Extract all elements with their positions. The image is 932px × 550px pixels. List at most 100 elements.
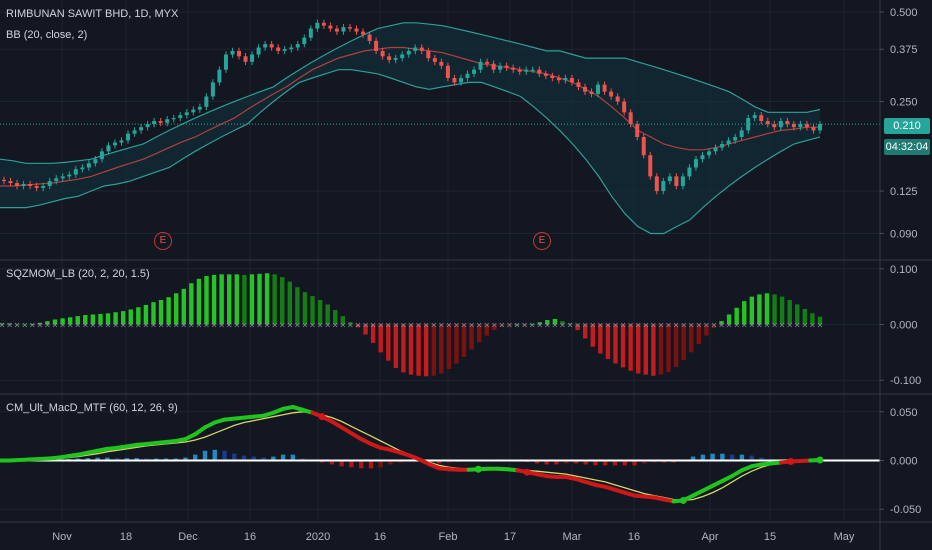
squeeze-dot: × xyxy=(324,321,331,330)
candle-body xyxy=(759,115,764,122)
candle-body xyxy=(243,56,248,62)
squeeze-dot: × xyxy=(453,321,460,330)
squeeze-dot: × xyxy=(90,321,97,330)
squeeze-legend[interactable]: SQZMOM_LB (20, 2, 20, 1.5) xyxy=(6,268,150,280)
squeeze-bar xyxy=(363,324,368,335)
candle-body xyxy=(112,142,117,146)
candle-body xyxy=(8,181,13,184)
candle-body xyxy=(746,118,751,131)
candle-body xyxy=(321,22,326,26)
squeeze-bar xyxy=(401,324,406,373)
squeeze-bar xyxy=(14,323,20,325)
squeeze-bar xyxy=(749,296,755,325)
macd-histogram-bar xyxy=(95,457,100,461)
squeeze-dot: × xyxy=(673,321,680,330)
candle-body xyxy=(413,47,418,51)
candle-body xyxy=(347,27,352,29)
squeeze-bar xyxy=(90,314,96,325)
squeeze-bar xyxy=(128,309,133,325)
squeeze-dot: × xyxy=(620,321,627,330)
earnings-marker[interactable]: E xyxy=(533,232,551,250)
squeeze-dot: × xyxy=(605,321,612,330)
squeeze-bar xyxy=(348,322,353,325)
squeeze-bar xyxy=(0,323,5,325)
squeeze-dot: × xyxy=(711,321,718,330)
candle-body xyxy=(693,159,698,168)
squeeze-bar xyxy=(734,307,739,325)
squeeze-dot: × xyxy=(438,321,445,330)
macd-histogram-bar xyxy=(339,460,344,467)
squeeze-dot: × xyxy=(112,321,119,330)
candle-body xyxy=(811,127,816,131)
candle-body xyxy=(250,54,255,62)
candle-body xyxy=(145,124,150,128)
squeeze-bar xyxy=(302,292,308,325)
macd-histogram-bar xyxy=(368,460,374,469)
macd-histogram-bar xyxy=(710,453,715,461)
symbol-legend[interactable]: RIMBUNAN SAWIT BHD, 1D, MYX xyxy=(6,8,179,20)
candle-body xyxy=(393,58,398,60)
macd-histogram-bar xyxy=(622,460,627,466)
squeeze-dot: × xyxy=(688,321,695,330)
candle-body xyxy=(139,127,144,131)
candle-body xyxy=(191,109,196,113)
squeeze-bar xyxy=(643,324,648,375)
squeeze-bar xyxy=(408,324,414,375)
candle-body xyxy=(563,78,568,81)
squeeze-dot: × xyxy=(317,321,324,330)
squeeze-dot: × xyxy=(256,321,263,330)
candle-body xyxy=(785,121,790,125)
squeeze-dot: × xyxy=(302,321,309,330)
squeeze-dot: × xyxy=(582,321,589,330)
squeeze-bar xyxy=(333,310,338,325)
time-tick-label: Nov xyxy=(52,531,72,543)
squeeze-dot: × xyxy=(74,321,81,330)
time-axis[interactable]: Nov 18 Dec 16 2020 16 Feb 17 Mar 16 Apr 15 May xyxy=(52,531,855,543)
squeeze-bar xyxy=(711,324,717,328)
squeeze-dot: × xyxy=(499,321,506,330)
squeeze-bar xyxy=(651,324,656,376)
earnings-marker[interactable]: E xyxy=(154,232,172,250)
squeeze-dot: × xyxy=(802,321,809,330)
price-tick-label: 0.375 xyxy=(890,44,918,56)
squeeze-bar xyxy=(189,283,194,325)
squeeze-bar xyxy=(636,324,641,374)
macd-histogram-bar xyxy=(232,453,237,461)
squeeze-bar xyxy=(60,318,65,325)
candle-body xyxy=(517,69,522,72)
squeeze-bar xyxy=(552,318,558,325)
squeeze-bar xyxy=(120,311,126,325)
squeeze-dot: × xyxy=(567,321,574,330)
squeeze-dot: × xyxy=(400,321,407,330)
squeeze-dot: × xyxy=(491,321,498,330)
squeeze-bar xyxy=(704,324,709,336)
squeeze-bar xyxy=(280,277,285,325)
candle-body xyxy=(739,130,744,137)
candle-body xyxy=(615,96,620,102)
macd-histogram-bar xyxy=(271,456,276,461)
price-axis[interactable]: 0.500 0.375 0.250 0.125 0.090 0.100 0.000 -0.10… xyxy=(880,7,921,516)
candle-body xyxy=(478,61,483,70)
squeeze-dot: × xyxy=(764,321,771,330)
time-tick-label: 15 xyxy=(764,531,776,543)
squeeze-dot: × xyxy=(430,321,437,330)
macd-cross-marker xyxy=(523,468,531,476)
macd-histogram-bar xyxy=(563,460,569,464)
squeeze-bar xyxy=(817,316,823,325)
squeeze-dot: × xyxy=(718,321,725,330)
squeeze-bar xyxy=(810,313,815,325)
macd-legend[interactable]: CM_Ult_MacD_MTF (60, 12, 26, 9) xyxy=(6,402,178,414)
candle-body xyxy=(334,28,339,32)
squeeze-dot: × xyxy=(597,321,604,330)
squeeze-bar xyxy=(287,281,293,325)
squeeze-bar xyxy=(605,324,611,360)
bb-legend[interactable]: BB (20, close, 2) xyxy=(6,29,88,41)
squeeze-bar xyxy=(779,296,785,325)
candle-body xyxy=(713,147,718,152)
bar-countdown: 04:32:04 xyxy=(884,139,930,155)
candle-body xyxy=(765,121,770,125)
time-tick-label: 16 xyxy=(628,531,640,543)
time-tick-label: 16 xyxy=(374,531,386,543)
